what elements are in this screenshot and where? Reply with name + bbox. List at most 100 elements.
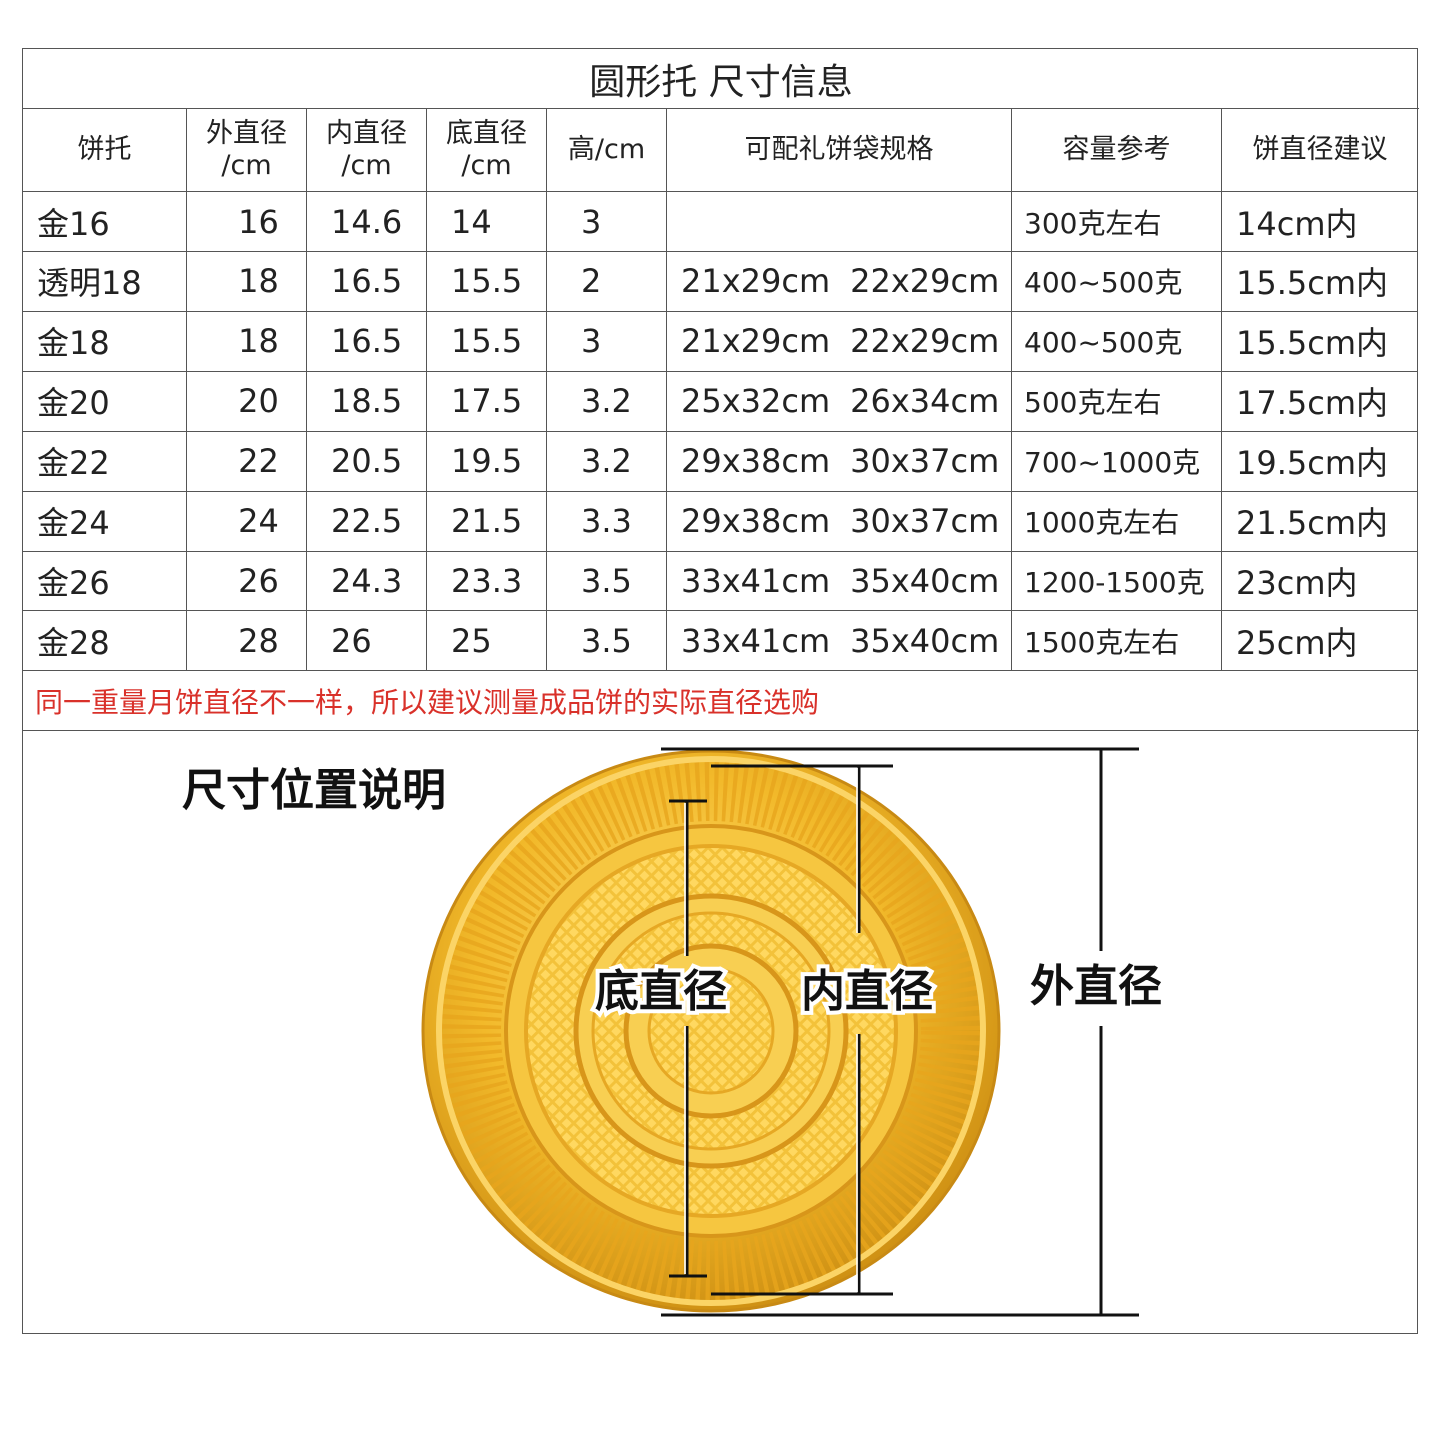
table-cell: 1200-1500克	[1012, 551, 1222, 612]
table-cell: 19.5	[427, 431, 547, 492]
cell-text: 17.5	[451, 382, 523, 421]
table-cell: 25	[427, 611, 547, 672]
cell-text: 400~500克	[1024, 326, 1183, 360]
table-cell: 23.3	[427, 551, 547, 612]
header-text: 容量参考	[1062, 134, 1171, 165]
cell-text: 16.5	[331, 322, 403, 361]
cell-text: 500克左右	[1024, 386, 1162, 420]
cell-text: 金24	[37, 504, 110, 542]
table-cell: 15.5	[427, 311, 547, 372]
table-cell: 15.5cm内	[1222, 312, 1418, 372]
table-cell: 500克左右	[1012, 371, 1222, 432]
cell-text: 16.5	[331, 262, 403, 301]
cell-text: 2	[581, 262, 602, 301]
cell-text: 透明18	[37, 264, 142, 303]
table-cell: 33x41cm 35x40cm	[667, 611, 1012, 672]
table-cell: 18	[187, 251, 307, 312]
table-cell: 19.5cm内	[1222, 432, 1418, 492]
table-cell: 14.6	[307, 192, 427, 252]
cell-text: 25	[451, 621, 492, 660]
bag-size: 35x40cm	[850, 621, 1000, 660]
table-cell: 21.5cm内	[1222, 492, 1418, 552]
table-cell: 21.5	[427, 491, 547, 552]
table-cell: 21x29cm 22x29cm	[667, 311, 1012, 372]
table-cell: 3	[547, 192, 667, 252]
table-cell: 金18	[23, 311, 187, 372]
cell-text: 400~500克	[1024, 266, 1183, 300]
cell-text: 20.5	[331, 442, 403, 481]
cell-text: 16	[238, 202, 279, 241]
bag-size: 21x29cm	[681, 322, 831, 361]
table-cell: 3.2	[547, 431, 667, 492]
outer-label: 外直径	[1030, 961, 1162, 1012]
table-cell: 29x38cm 30x37cm	[667, 431, 1012, 492]
table-cell: 3.3	[547, 491, 667, 552]
header-text: 饼托	[77, 134, 132, 165]
table-cell: 1500克左右	[1012, 611, 1222, 672]
cell-text: 15.5	[451, 322, 523, 361]
table-cell: 3.5	[547, 611, 667, 672]
header-cell: 高/cm	[547, 109, 667, 192]
bag-size: 29x38cm	[681, 442, 831, 481]
header-text: /cm	[221, 150, 272, 181]
header-cell: 可配礼饼袋规格	[667, 109, 1012, 192]
cell-text: 3.5	[581, 621, 632, 660]
header-cell: 饼直径建议	[1222, 109, 1418, 192]
table-cell: 16.5	[307, 251, 427, 312]
header-text: 可配礼饼袋规格	[744, 134, 934, 165]
cell-text: 14cm内	[1236, 204, 1358, 243]
table-cell: 透明18	[23, 251, 187, 312]
cell-text: 3.5	[581, 561, 632, 600]
bag-size: 33x41cm	[681, 561, 831, 600]
bag-size: 22x29cm	[850, 262, 1000, 301]
header-text: /cm	[341, 150, 392, 181]
table-cell: 15.5cm内	[1222, 252, 1418, 312]
table-cell: 金16	[23, 192, 187, 252]
table-cell: 16.5	[307, 311, 427, 372]
table-cell: 3.5	[547, 551, 667, 612]
cell-text: 24.3	[331, 561, 403, 600]
header-cell: 底直径/cm	[427, 109, 547, 192]
header-cell: 容量参考	[1012, 109, 1222, 192]
cell-text: 3	[581, 202, 602, 241]
table-cell: 300克左右	[1012, 192, 1222, 252]
table-cell: 18	[187, 311, 307, 372]
diagram: 尺寸位置说明 底直径 内直径 外直径	[182, 747, 1162, 1317]
table-cell: 24	[187, 491, 307, 552]
cell-text: 金28	[37, 623, 110, 662]
cell-text: 17.5cm内	[1236, 384, 1389, 423]
header-text: 内直径	[326, 118, 407, 149]
cell-text: 金22	[37, 444, 110, 483]
table-cell: 金24	[23, 491, 187, 552]
table-cell: 25x32cm 26x34cm	[667, 371, 1012, 432]
table-cell: 400~500克	[1012, 251, 1222, 312]
cell-text: 18.5	[331, 382, 403, 421]
cell-text: 1200-1500克	[1024, 565, 1205, 599]
header-text: /cm	[461, 150, 512, 181]
table-cell: 3	[547, 311, 667, 372]
table-cell: 28	[187, 611, 307, 672]
header-text: 饼直径建议	[1252, 134, 1388, 165]
cell-text: 金26	[37, 563, 110, 602]
bag-size: 21x29cm	[681, 262, 831, 301]
cell-text: 20	[238, 382, 279, 421]
diagram-title: 尺寸位置说明	[182, 765, 446, 816]
cell-text: 3.3	[581, 502, 632, 540]
cell-text: 1500克左右	[1024, 625, 1180, 659]
table-cell: 23cm内	[1222, 551, 1418, 612]
cell-text: 26	[238, 561, 279, 600]
table-cell: 3.2	[547, 371, 667, 432]
table-cell: 21x29cm 22x29cm	[667, 251, 1012, 312]
spec-table: 圆形托 尺寸信息 同一重量月饼直径不一样，所以建议测量成品饼的实际直径选购	[22, 48, 1419, 1334]
cell-text: 18	[238, 262, 279, 301]
cell-text: 25cm内	[1236, 623, 1358, 662]
table-cell: 22	[187, 431, 307, 492]
header-cell: 外直径/cm	[187, 109, 307, 192]
table-cell: 26	[187, 551, 307, 612]
cell-text: 24	[238, 502, 279, 540]
table-cell: 14	[427, 192, 547, 252]
table-cell: 15.5	[427, 251, 547, 312]
cell-text: 22.5	[331, 502, 403, 540]
table-cell: 24.3	[307, 551, 427, 612]
cell-text: 26	[331, 621, 372, 660]
